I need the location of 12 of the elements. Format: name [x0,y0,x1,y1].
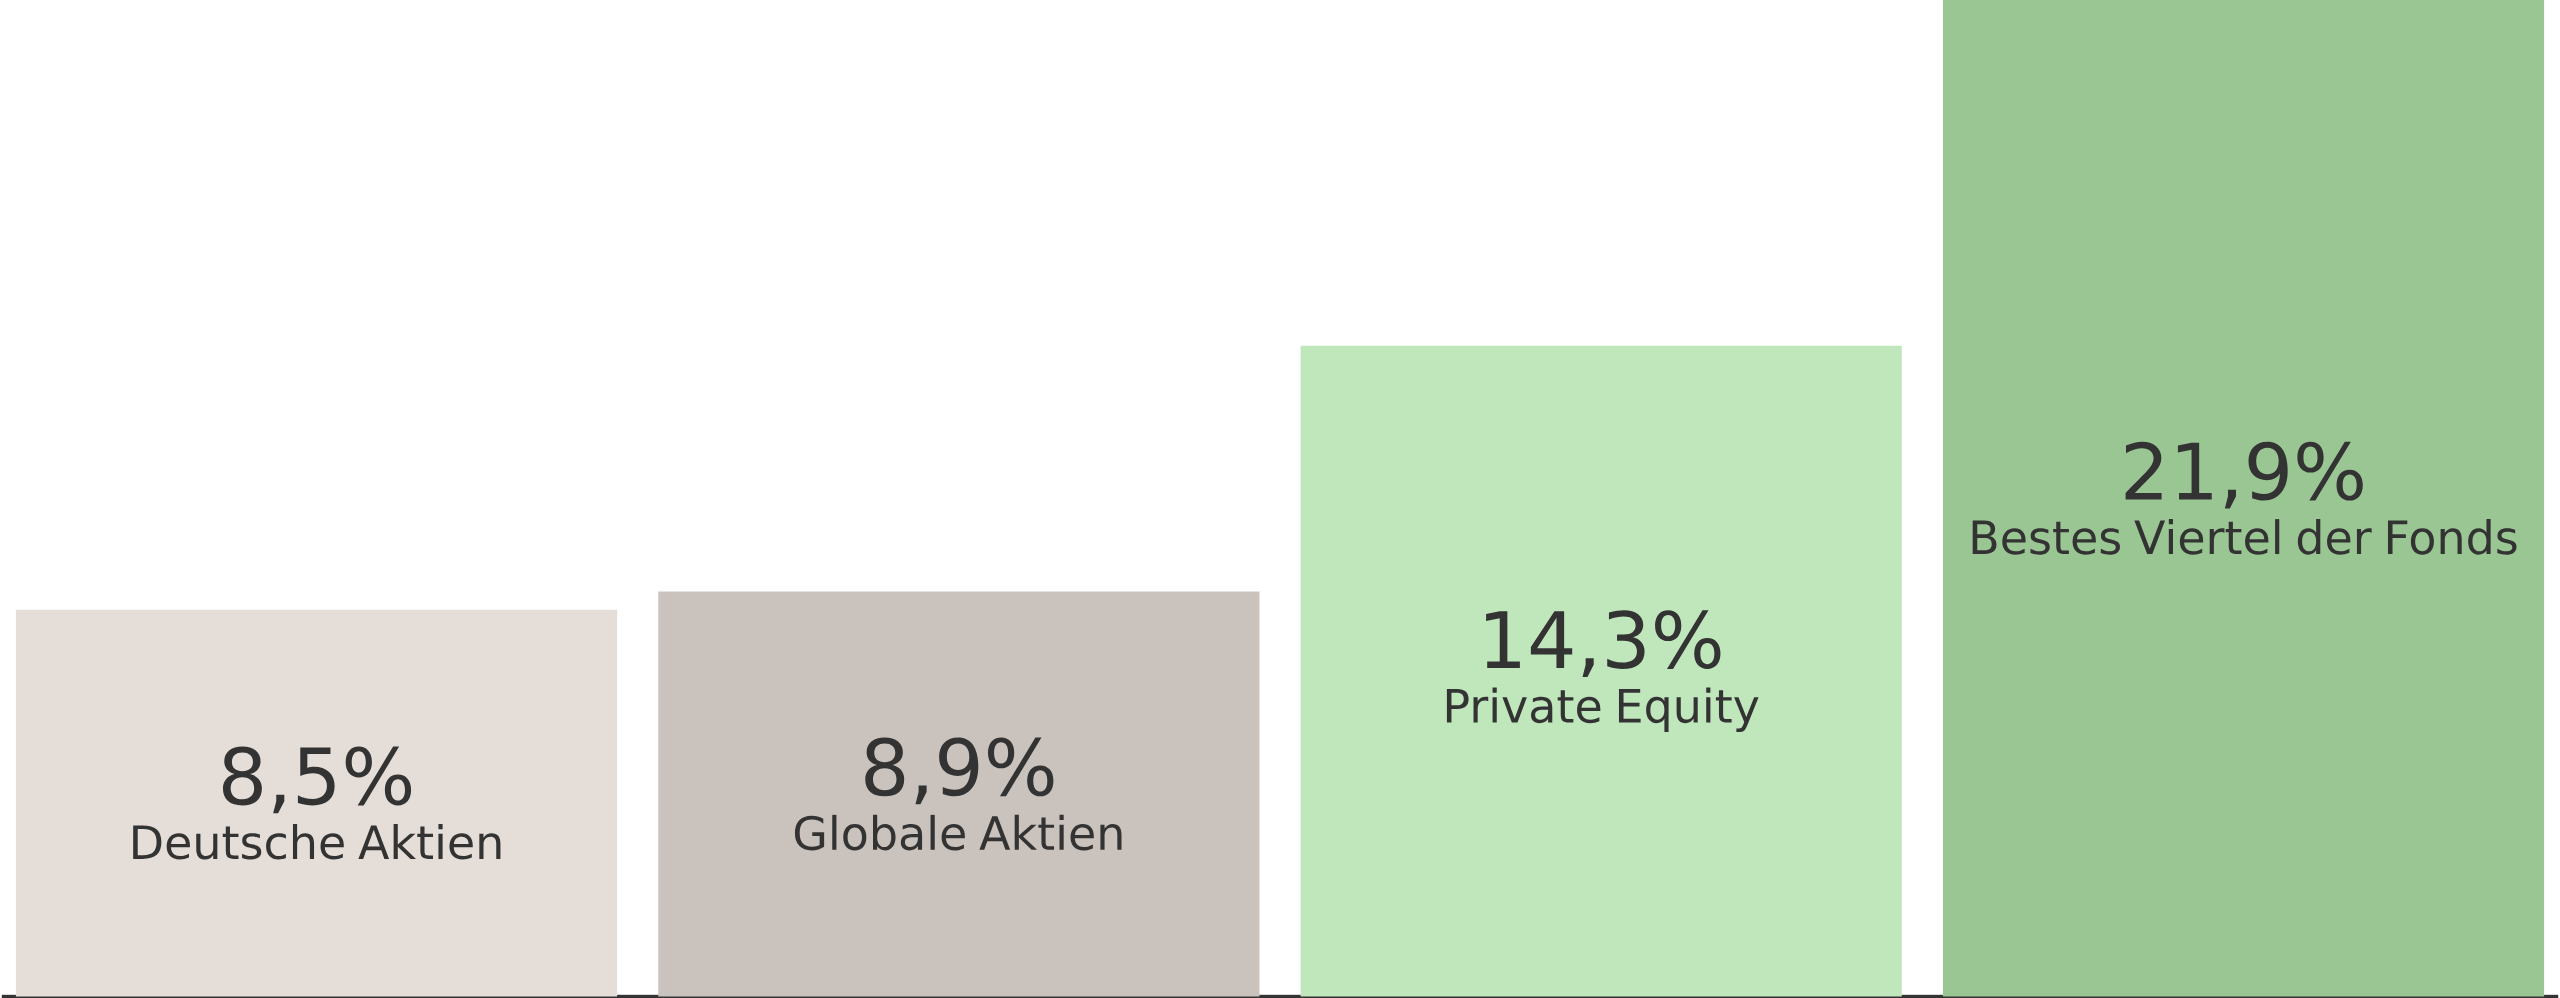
data-label: 14,3% [1486,610,1721,677]
x-tick-label: Bestes Viertel der Fonds [1972,519,2517,555]
bar [1942,0,2545,997]
bar [658,591,1260,997]
x-tick-label: Private Equity [1446,687,1759,732]
data-label: 21,9% [2125,441,2363,509]
bar [15,609,618,997]
x-tick-label: Globale Aktien [794,814,1122,851]
bar [1300,345,1902,997]
data-label: 8,9% [865,737,1054,805]
x-tick-label: Deutsche Aktien [133,823,501,860]
data-label: 8,5% [222,746,412,814]
